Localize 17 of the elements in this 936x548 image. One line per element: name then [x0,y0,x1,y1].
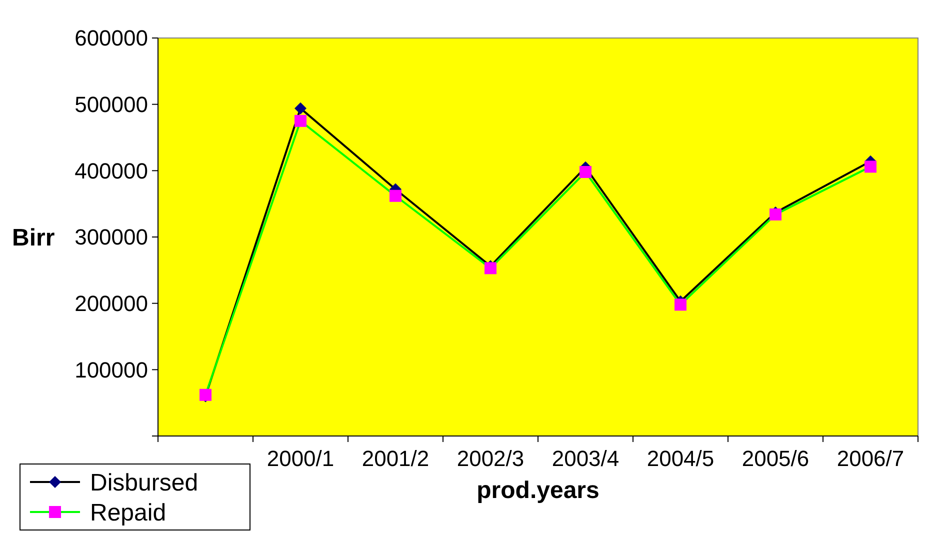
x-tick-label: 2006/7 [836,446,904,471]
x-tick-label: 2000/1 [266,446,334,471]
x-tick-label: 2002/3 [456,446,524,471]
x-tick-label: 2004/5 [646,446,714,471]
y-tick-label: 500000 [74,92,148,118]
y-axis-title: Birr [12,224,55,252]
y-tick-label: 200000 [74,291,148,316]
x-axis-title: prod.years [476,477,600,504]
legend-label: Disbursed [90,469,198,496]
x-tick-label: 2005/6 [742,446,810,471]
y-tick-label: 300000 [74,224,148,250]
x-tick-label: 2001/2 [362,446,430,471]
legend-label: Repaid [90,499,166,526]
x-tick-label: 2003/4 [552,446,620,471]
y-tick-label: 100000 [74,357,148,382]
y-tick-label: 600000 [74,26,148,51]
y-tick-label: 400000 [74,158,148,184]
